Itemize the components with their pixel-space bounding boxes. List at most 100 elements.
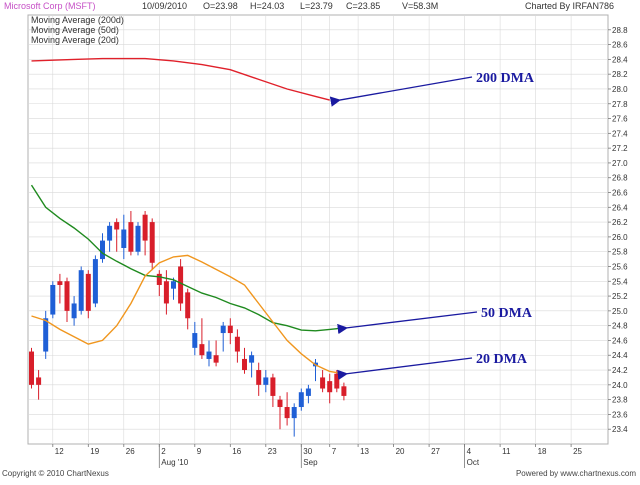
x-tick-label: 30 bbox=[303, 447, 312, 456]
candle-body bbox=[242, 358, 247, 371]
x-tick-label: 12 bbox=[55, 447, 64, 456]
label-20dma: 20 DMA bbox=[476, 352, 528, 367]
x-tick-label: 26 bbox=[126, 447, 135, 456]
candle-body bbox=[36, 377, 42, 385]
label-200dma: 200 DMA bbox=[476, 71, 535, 86]
y-tick-label: 24.8 bbox=[612, 322, 628, 331]
y-tick-label: 27.8 bbox=[612, 100, 628, 109]
label-50dma: 50 DMA bbox=[481, 306, 533, 321]
x-tick-label: 23 bbox=[268, 447, 277, 456]
candle-body bbox=[256, 370, 262, 385]
y-tick-label: 27.2 bbox=[612, 144, 628, 153]
header-low: L=23.79 bbox=[300, 1, 333, 11]
candle-body bbox=[163, 281, 169, 304]
candle-body bbox=[327, 381, 333, 393]
candle-body bbox=[320, 377, 326, 389]
arrow-200dma bbox=[329, 76, 473, 107]
candle-body bbox=[114, 222, 120, 230]
x-tick-label: 18 bbox=[538, 447, 547, 456]
header-volume: V=58.3M bbox=[402, 1, 438, 11]
arrow-20dma bbox=[337, 357, 473, 381]
y-tick-label: 25.6 bbox=[612, 262, 628, 271]
y-tick-label: 25.4 bbox=[612, 277, 628, 286]
y-tick-label: 28.8 bbox=[612, 26, 628, 35]
y-tick-label: 26.6 bbox=[612, 189, 628, 198]
y-tick-label: 23.8 bbox=[612, 396, 628, 405]
ma50-line bbox=[30, 184, 344, 332]
footer-powered: Powered by www.chartnexus.com bbox=[516, 469, 636, 478]
header-high: H=24.03 bbox=[250, 1, 284, 11]
x-tick-label: 16 bbox=[232, 447, 241, 456]
candle-body bbox=[29, 351, 34, 385]
y-tick-label: 23.6 bbox=[612, 410, 628, 419]
candle-body bbox=[270, 377, 276, 396]
x-tick-label: 11 bbox=[502, 447, 511, 456]
y-tick-label: 26.0 bbox=[612, 233, 628, 242]
candle-body bbox=[277, 399, 283, 408]
candle-body bbox=[57, 281, 63, 285]
candle-body bbox=[149, 222, 155, 263]
header-symbol: Microsoft Corp (MSFT) bbox=[4, 1, 96, 11]
candle-body bbox=[121, 229, 127, 248]
candle-body bbox=[85, 273, 91, 311]
y-tick-label: 28.6 bbox=[612, 41, 628, 50]
candle-body bbox=[107, 225, 113, 241]
x-axis: 12 19 26 2 9 16 23 30 7 13 20 27 4 11 18 25 Aug '10 Sep Oc… bbox=[52, 444, 583, 468]
month-label: Sep bbox=[303, 458, 318, 467]
candle-body bbox=[100, 240, 105, 260]
y-tick-label: 25.8 bbox=[612, 248, 628, 257]
legend: Moving Average (200d) Moving Average (50… bbox=[31, 15, 124, 45]
x-tick-label: 7 bbox=[332, 447, 337, 456]
x-tick-label: 27 bbox=[431, 447, 440, 456]
plot-area bbox=[27, 14, 609, 445]
candle-body bbox=[92, 259, 98, 304]
candle-body bbox=[142, 214, 148, 241]
x-tick-label: 20 bbox=[396, 447, 405, 456]
month-label: Aug '10 bbox=[161, 458, 188, 467]
y-tick-label: 23.4 bbox=[612, 425, 628, 434]
y-tick-label: 24.4 bbox=[612, 351, 628, 360]
x-tick-label: 19 bbox=[90, 447, 99, 456]
y-axis: 23.4 23.6 23.8 24.0 24.2 24.4 24.6 24.8 25.0 25.2… bbox=[608, 26, 628, 434]
candle-body bbox=[298, 392, 304, 408]
y-tick-label: 28.0 bbox=[612, 85, 628, 94]
y-tick-label: 26.8 bbox=[612, 174, 628, 183]
candle-body bbox=[64, 281, 70, 311]
x-tick-label: 13 bbox=[360, 447, 369, 456]
legend-ma20: Moving Average (20d) bbox=[31, 35, 119, 45]
y-tick-label: 27.0 bbox=[612, 159, 628, 168]
candle-body bbox=[156, 273, 162, 285]
candle-body bbox=[135, 225, 141, 252]
y-tick-label: 24.6 bbox=[612, 336, 628, 345]
candle-body bbox=[43, 318, 49, 352]
candle-body bbox=[220, 325, 226, 334]
candle-body bbox=[78, 270, 84, 311]
header-close: C=23.85 bbox=[346, 1, 380, 11]
legend-ma50: Moving Average (50d) bbox=[31, 25, 119, 35]
moving-average-lines bbox=[30, 57, 345, 375]
x-tick-label: 25 bbox=[573, 447, 582, 456]
candle-body bbox=[249, 355, 255, 363]
candle-body bbox=[305, 388, 311, 396]
header-date: 10/09/2010 bbox=[142, 1, 187, 11]
legend-ma200: Moving Average (200d) bbox=[31, 15, 124, 25]
y-tick-label: 28.4 bbox=[612, 55, 628, 64]
header-bar: Microsoft Corp (MSFT) 10/09/2010 O=23.98… bbox=[4, 1, 614, 11]
candle-body bbox=[334, 373, 340, 389]
candle-body bbox=[178, 266, 184, 304]
arrow-50dma bbox=[337, 311, 478, 335]
candle-body bbox=[234, 336, 240, 352]
y-tick-label: 24.2 bbox=[612, 366, 628, 375]
y-tick-label: 27.6 bbox=[612, 115, 628, 124]
candle-body bbox=[341, 386, 347, 396]
candle-body bbox=[213, 355, 219, 363]
ma200-line bbox=[31, 57, 330, 101]
annotations: 200 DMA 50 DMA 20 DMA bbox=[329, 71, 535, 381]
y-tick-label: 27.4 bbox=[612, 129, 628, 138]
candle-body bbox=[50, 284, 56, 315]
candle-body bbox=[291, 407, 297, 419]
candle-body bbox=[227, 325, 233, 334]
candle-body bbox=[284, 407, 290, 419]
